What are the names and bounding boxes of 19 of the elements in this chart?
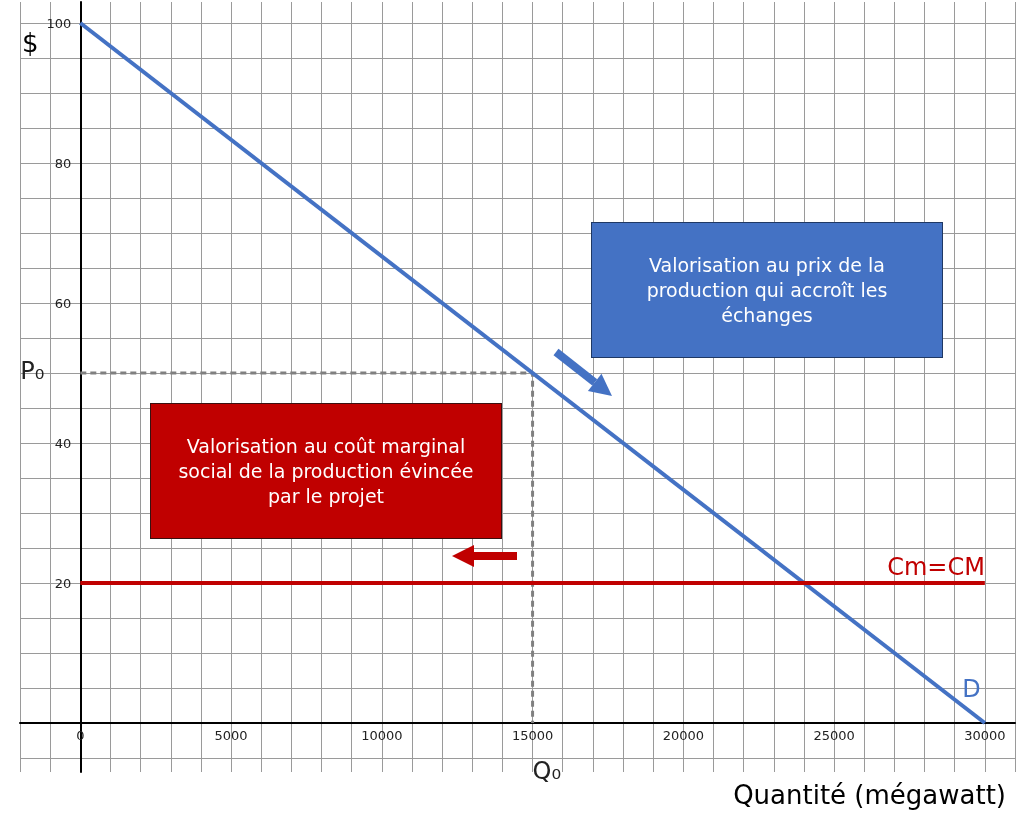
note-box: Valorisation au prix de la production qui accroît les échanges: [591, 222, 943, 358]
x-tick-label: 15000: [511, 728, 554, 743]
annotation: Q₀: [532, 757, 562, 785]
y-tick-label: 20: [54, 575, 72, 591]
x-axis-title: Quantité (mégawatt): [733, 780, 1007, 810]
x-tick-label: 10000: [361, 728, 403, 743]
series-label: D: [962, 675, 981, 703]
series-label: Cm=CM: [887, 553, 985, 581]
x-tick-label: 20000: [662, 728, 705, 743]
y-tick-label: 60: [54, 295, 72, 311]
annotation: P₀: [20, 357, 45, 385]
y-tick-label: 40: [54, 435, 72, 451]
x-tick-label: 30000: [964, 728, 1006, 743]
y-axis-title: $: [22, 28, 39, 58]
y-tick-label: 100: [46, 15, 72, 31]
y-tick-label: 80: [54, 155, 72, 171]
x-tick-label: 25000: [813, 728, 855, 743]
x-tick-label: 5000: [214, 728, 248, 743]
note-box: Valorisation au coût marginal social de la production évincée par le projet: [150, 403, 502, 539]
